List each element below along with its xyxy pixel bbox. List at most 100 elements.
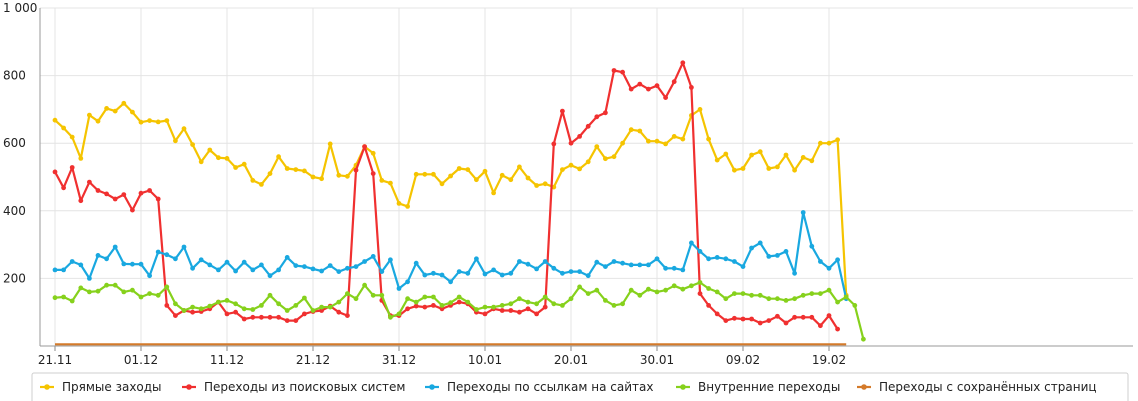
data-point[interactable] <box>259 182 264 187</box>
data-point[interactable] <box>250 307 256 312</box>
data-point[interactable] <box>78 285 84 291</box>
data-point[interactable] <box>431 294 436 300</box>
data-point[interactable] <box>775 296 780 302</box>
data-point[interactable] <box>551 141 557 147</box>
data-point[interactable] <box>173 301 178 307</box>
data-point[interactable] <box>224 298 230 303</box>
data-point[interactable] <box>267 273 273 279</box>
data-point[interactable] <box>714 289 720 295</box>
data-point[interactable] <box>499 172 505 178</box>
data-point[interactable] <box>603 156 608 162</box>
data-point[interactable] <box>637 292 643 298</box>
data-point[interactable] <box>276 301 281 307</box>
data-point[interactable] <box>250 314 256 320</box>
data-point[interactable] <box>233 309 239 315</box>
data-point[interactable] <box>319 308 324 313</box>
data-point[interactable] <box>723 296 729 302</box>
data-point[interactable] <box>620 140 625 146</box>
data-point[interactable] <box>835 137 840 143</box>
data-point[interactable] <box>370 292 376 298</box>
data-point[interactable] <box>302 264 307 269</box>
data-point[interactable] <box>835 257 840 263</box>
data-point[interactable] <box>783 152 789 158</box>
data-point[interactable] <box>740 166 746 171</box>
data-point[interactable] <box>112 196 118 202</box>
data-point[interactable] <box>405 296 410 302</box>
data-point[interactable] <box>697 291 703 296</box>
data-point[interactable] <box>800 210 806 215</box>
data-point[interactable] <box>431 171 436 177</box>
data-point[interactable] <box>52 267 58 273</box>
data-point[interactable] <box>732 167 737 173</box>
data-point[interactable] <box>568 296 574 302</box>
data-point[interactable] <box>302 168 307 174</box>
data-point[interactable] <box>783 320 789 326</box>
data-point[interactable] <box>250 178 256 183</box>
data-point[interactable] <box>482 168 488 174</box>
data-point[interactable] <box>749 292 754 298</box>
data-point[interactable] <box>508 308 514 313</box>
data-point[interactable] <box>792 296 797 302</box>
data-point[interactable] <box>319 304 324 310</box>
data-point[interactable] <box>671 134 677 139</box>
data-point[interactable] <box>818 140 823 146</box>
data-point[interactable] <box>783 249 789 254</box>
data-point[interactable] <box>525 261 531 267</box>
data-point[interactable] <box>302 295 307 301</box>
data-point[interactable] <box>259 314 264 320</box>
data-point[interactable] <box>577 134 582 139</box>
data-point[interactable] <box>370 171 376 177</box>
data-point[interactable] <box>147 118 153 123</box>
data-point[interactable] <box>594 287 600 293</box>
data-point[interactable] <box>542 304 548 310</box>
data-point[interactable] <box>534 183 539 188</box>
data-point[interactable] <box>577 166 582 172</box>
data-point[interactable] <box>379 269 385 274</box>
data-point[interactable] <box>267 314 273 320</box>
data-point[interactable] <box>740 264 746 269</box>
data-point[interactable] <box>517 296 522 302</box>
data-point[interactable] <box>130 207 135 213</box>
data-point[interactable] <box>190 142 196 148</box>
data-point[interactable] <box>336 309 342 315</box>
data-point[interactable] <box>112 108 118 114</box>
data-point[interactable] <box>104 191 109 197</box>
data-point[interactable] <box>353 167 359 173</box>
data-point[interactable] <box>216 267 221 273</box>
data-point[interactable] <box>147 291 153 296</box>
data-point[interactable] <box>241 161 247 167</box>
data-point[interactable] <box>310 174 316 180</box>
data-point[interactable] <box>448 173 453 179</box>
data-point[interactable] <box>517 259 522 264</box>
data-point[interactable] <box>835 299 840 305</box>
data-point[interactable] <box>164 303 170 308</box>
data-point[interactable] <box>646 262 651 268</box>
data-point[interactable] <box>284 308 290 313</box>
data-point[interactable] <box>353 296 359 302</box>
data-point[interactable] <box>517 164 522 170</box>
data-point[interactable] <box>628 86 634 92</box>
data-point[interactable] <box>611 154 617 160</box>
data-point[interactable] <box>276 314 281 320</box>
data-point[interactable] <box>130 261 135 267</box>
data-point[interactable] <box>259 262 264 268</box>
data-point[interactable] <box>637 128 643 134</box>
data-point[interactable] <box>697 280 703 285</box>
data-point[interactable] <box>542 294 548 300</box>
data-point[interactable] <box>603 110 608 116</box>
data-point[interactable] <box>663 95 668 100</box>
data-point[interactable] <box>671 79 677 85</box>
data-point[interactable] <box>284 166 290 171</box>
data-point[interactable] <box>706 303 711 308</box>
data-point[interactable] <box>276 154 281 160</box>
data-point[interactable] <box>818 323 823 329</box>
data-point[interactable] <box>241 316 247 322</box>
data-point[interactable] <box>164 284 170 290</box>
data-point[interactable] <box>697 249 703 254</box>
data-point[interactable] <box>198 159 204 165</box>
data-point[interactable] <box>465 299 471 305</box>
data-point[interactable] <box>121 100 127 106</box>
data-point[interactable] <box>388 314 393 320</box>
data-point[interactable] <box>241 306 247 312</box>
data-point[interactable] <box>138 294 144 300</box>
